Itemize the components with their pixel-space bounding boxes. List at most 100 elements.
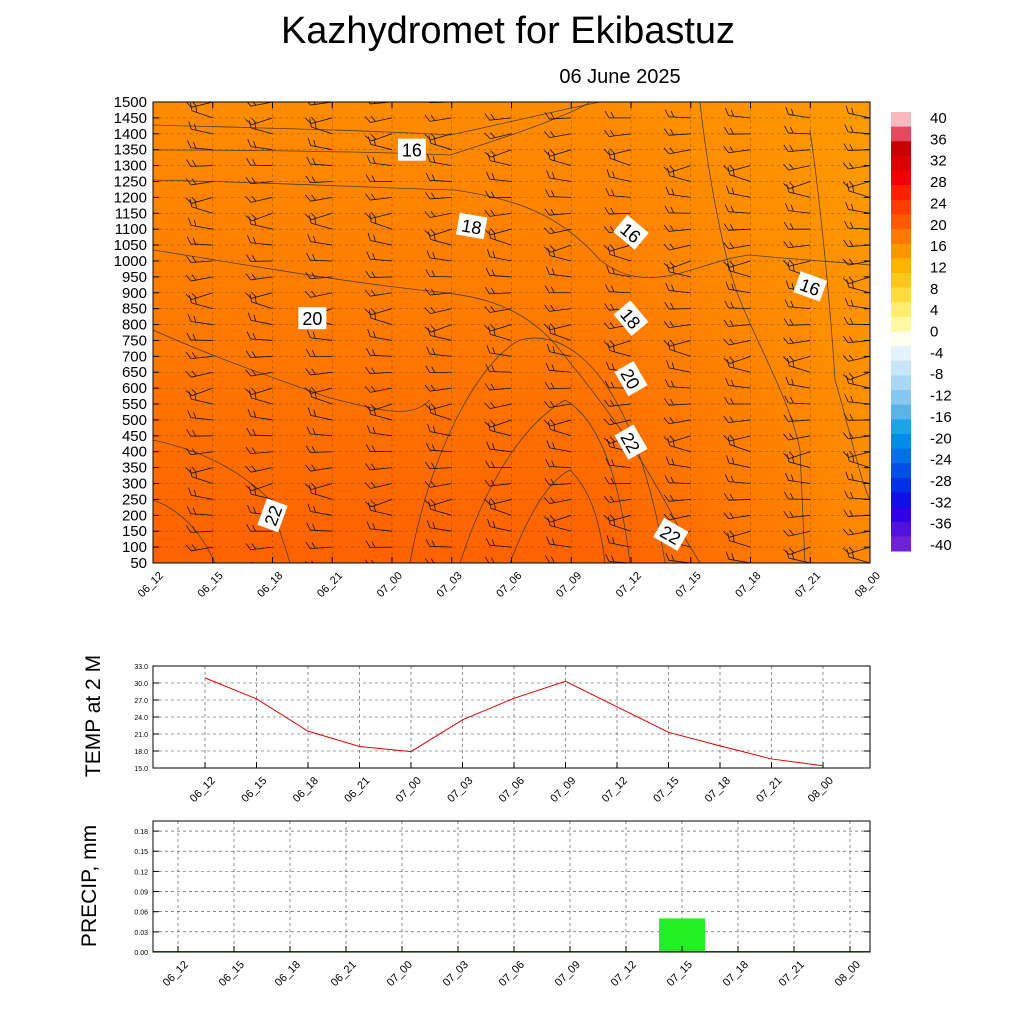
y-tick-label: 1150 — [115, 205, 147, 222]
barb-feather — [550, 515, 556, 521]
wind-barb — [484, 149, 512, 158]
barb-shaft — [789, 546, 811, 556]
temp-x-tick-label: 06_18 — [291, 775, 321, 805]
barb-shaft — [789, 365, 811, 373]
barb-feather — [192, 160, 197, 167]
barb-feather — [551, 95, 554, 101]
wind-barb — [186, 429, 213, 437]
barb-shaft — [310, 511, 333, 516]
barb-feather — [431, 444, 436, 451]
barb-feather — [364, 116, 371, 123]
barb-shaft — [250, 196, 273, 203]
contour-label-bg — [613, 300, 649, 336]
barb-feather — [724, 300, 729, 309]
barb-feather — [603, 322, 610, 330]
barb-feather — [723, 146, 730, 153]
wind-barb — [604, 476, 632, 485]
barb-feather — [491, 365, 495, 372]
wind-barb — [486, 171, 512, 182]
barb-feather — [245, 485, 252, 491]
wind-barb — [849, 102, 870, 103]
barb-feather — [669, 321, 675, 328]
barb-feather — [723, 223, 729, 231]
barb-shaft — [729, 530, 751, 538]
colorbar-swatch — [891, 360, 911, 376]
barb-feather — [366, 251, 371, 260]
temp-x-tick-label: 06_15 — [239, 775, 269, 805]
wind-barb — [186, 332, 213, 341]
barb-shaft — [848, 260, 870, 266]
barb-feather — [550, 401, 555, 407]
barb-shaft — [788, 114, 811, 119]
barb-shaft — [848, 209, 870, 214]
barb-feather — [245, 177, 251, 185]
barb-feather — [610, 399, 615, 407]
barb-feather — [789, 163, 794, 170]
barb-shaft — [370, 308, 393, 316]
temp-y-tick-label: 27.0 — [134, 698, 148, 705]
wind-barb — [306, 522, 333, 532]
barb-shaft — [310, 292, 333, 298]
barb-shaft — [788, 530, 811, 537]
barb-feather — [248, 486, 252, 495]
barb-feather — [247, 138, 252, 147]
barb-feather — [424, 211, 431, 218]
barb-feather — [550, 227, 555, 233]
y-tick-label: 300 — [122, 476, 147, 493]
barb-shaft — [489, 274, 512, 278]
barb-feather — [604, 380, 610, 388]
barb-feather — [192, 333, 197, 341]
barb-feather — [246, 254, 251, 262]
barb-feather — [545, 266, 550, 275]
wind-barb — [305, 541, 333, 550]
barb-feather — [371, 175, 376, 182]
barb-feather — [252, 236, 256, 244]
wind-barb — [307, 503, 333, 516]
contour-label-bg — [613, 214, 649, 250]
barb-shaft — [609, 244, 632, 252]
barb-feather — [785, 472, 789, 481]
barb-feather — [848, 373, 855, 379]
barb-feather — [364, 212, 371, 219]
wind-barb — [664, 301, 691, 310]
barb-feather — [364, 501, 372, 508]
barb-feather — [611, 94, 615, 100]
barb-feather — [730, 397, 734, 405]
wind-barb — [723, 164, 751, 172]
barb-feather — [307, 137, 312, 146]
barb-feather — [844, 220, 849, 229]
x-tick-label: 07_09 — [554, 570, 584, 600]
wind-barb — [783, 221, 811, 230]
barb-shaft — [430, 133, 452, 141]
barb-shaft — [669, 149, 691, 155]
barb-shaft — [370, 336, 393, 341]
wind-barb — [366, 155, 393, 166]
wind-barb — [305, 102, 333, 106]
barb-feather — [550, 149, 556, 155]
barb-feather — [251, 387, 257, 394]
wind-barb — [186, 525, 213, 533]
temp-y-tick-label: 21.0 — [134, 732, 148, 739]
barb-shaft — [728, 462, 751, 469]
barb-feather — [311, 542, 316, 549]
wind-barb — [426, 154, 452, 166]
barb-feather — [784, 125, 789, 134]
barb-shaft — [728, 481, 751, 484]
wind-barb — [604, 399, 632, 407]
wind-barb — [307, 233, 333, 246]
wind-barb — [788, 102, 811, 103]
barb-shaft — [549, 403, 572, 408]
barb-feather — [663, 262, 671, 269]
barb-feather — [664, 398, 670, 406]
barb-feather — [245, 196, 252, 203]
y-tick-label: 1500 — [114, 94, 147, 111]
precip-x-tick-label: 07_21 — [777, 959, 807, 989]
barb-feather — [789, 451, 795, 458]
colorbar-swatch — [891, 463, 911, 479]
barb-shaft — [370, 317, 393, 325]
barb-shaft — [848, 190, 870, 198]
barb-feather — [373, 234, 376, 242]
colorbar-swatch — [891, 419, 911, 435]
wind-barb — [245, 195, 273, 203]
barb-feather — [671, 284, 675, 292]
